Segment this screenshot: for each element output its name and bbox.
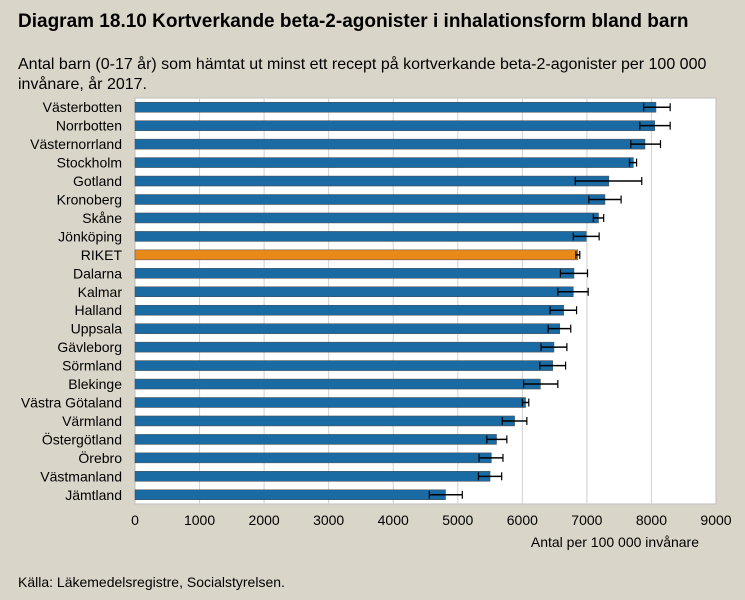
bar xyxy=(134,415,515,427)
category-label: Kalmar xyxy=(78,284,123,300)
bar xyxy=(134,175,610,187)
x-tick-label: 5000 xyxy=(442,512,473,528)
x-tick-label: 8000 xyxy=(636,512,667,528)
x-tick-label: 4000 xyxy=(378,512,409,528)
category-label: Gävleborg xyxy=(57,339,122,355)
category-label: RIKET xyxy=(81,247,123,263)
category-labels: Västerbotten Norrbotten Västernorrland Stoc… xyxy=(21,99,123,503)
bar xyxy=(134,489,446,501)
bar xyxy=(134,452,492,464)
category-label: Sörmland xyxy=(62,358,122,374)
bar xyxy=(134,378,541,390)
category-label: Värmland xyxy=(62,413,122,429)
bar xyxy=(134,397,526,408)
category-label: Östergötland xyxy=(42,430,122,447)
x-tick-label: 6000 xyxy=(507,512,538,528)
bar xyxy=(134,231,587,242)
category-label: Jämtland xyxy=(65,487,122,503)
category-label: Västra Götaland xyxy=(21,395,122,411)
x-tick-label: 9000 xyxy=(700,512,731,528)
bar xyxy=(134,341,555,353)
chart-subtitle: Antal barn (0-17 år) som hämtat ut minst… xyxy=(18,56,707,93)
bars xyxy=(134,101,657,501)
category-label: Kronoberg xyxy=(57,192,122,208)
category-label: Örebro xyxy=(78,449,122,466)
bar xyxy=(134,268,575,279)
bar xyxy=(134,323,561,334)
category-label: Västerbotten xyxy=(43,99,122,115)
x-tick-labels: 0 1000 2000 3000 4000 5000 6000 7000 8000 9000 xyxy=(131,512,732,528)
bar xyxy=(134,304,564,316)
source-note: Källa: Läkemedelsregistre, Socialstyrels… xyxy=(18,574,285,590)
category-label: Blekinge xyxy=(68,376,122,392)
category-label: Stockholm xyxy=(57,155,122,171)
category-label: Jönköping xyxy=(58,228,122,244)
category-label: Gotland xyxy=(73,173,122,189)
bar xyxy=(134,286,574,298)
x-tick-label: 1000 xyxy=(184,512,215,528)
x-tick-label: 2000 xyxy=(249,512,280,528)
x-axis-label: Antal per 100 000 invånare xyxy=(531,534,699,550)
bar xyxy=(134,434,497,445)
bar xyxy=(134,138,646,150)
bar xyxy=(134,194,606,205)
category-label: Västmanland xyxy=(40,468,122,484)
bar xyxy=(134,212,599,224)
bar xyxy=(134,157,634,168)
bar xyxy=(134,360,553,371)
bar xyxy=(134,120,655,131)
bar-riket xyxy=(134,249,579,261)
category-label: Halland xyxy=(75,302,122,318)
x-tick-label: 0 xyxy=(131,512,139,528)
chart-title: Diagram 18.10 Kortverkande beta-2-agonis… xyxy=(18,11,689,32)
category-label: Norrbotten xyxy=(56,118,122,134)
x-tick-label: 7000 xyxy=(571,512,602,528)
category-label: Uppsala xyxy=(71,321,123,337)
bar xyxy=(134,471,491,482)
category-label: Västernorrland xyxy=(30,136,122,152)
category-label: Skåne xyxy=(82,210,122,226)
x-tick-label: 3000 xyxy=(313,512,344,528)
category-label: Dalarna xyxy=(73,265,122,281)
error-bars xyxy=(428,103,671,499)
bar xyxy=(134,101,657,113)
